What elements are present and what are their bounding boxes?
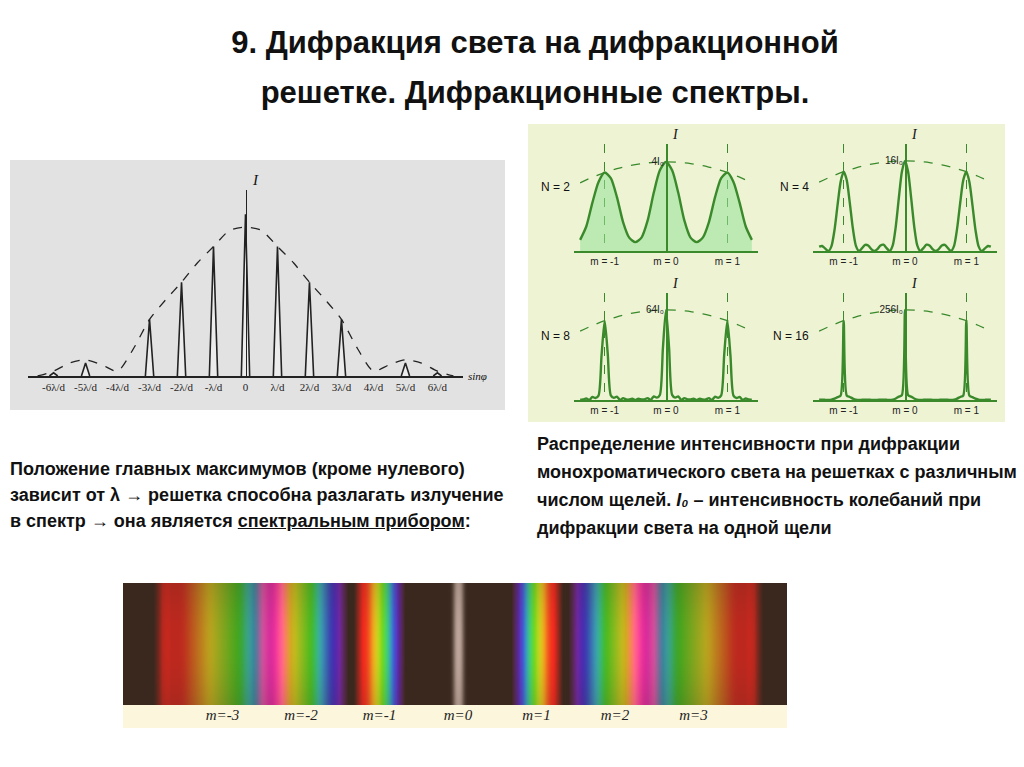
svg-text:-λ/d: -λ/d	[205, 381, 223, 393]
svg-text:N = 4: N = 4	[780, 180, 809, 194]
svg-text:m = -1: m = -1	[829, 256, 858, 267]
html-text:m=-2: m=-2	[284, 707, 318, 723]
svg-text:m = 0: m = 0	[892, 405, 918, 416]
svg-text:4I₀: 4I₀	[652, 156, 665, 167]
svg-text:4λ/d: 4λ/d	[364, 381, 384, 393]
html-text:Распределение интенсивности пр: Распределение интенсивности при дифракци…	[537, 434, 1017, 538]
svg-text:-5λ/d: -5λ/d	[74, 381, 98, 393]
svg-text:m = -1: m = -1	[590, 256, 619, 267]
svg-text:N = 16: N = 16	[773, 329, 809, 343]
svg-text:2λ/d: 2λ/d	[300, 381, 320, 393]
svg-text:5λ/d: 5λ/d	[396, 381, 416, 393]
html-text:решетке. Дифракционные спектры: решетке. Дифракционные спектры.	[260, 75, 810, 110]
svg-text:m = 0: m = 0	[653, 405, 679, 416]
svg-text:m = 1: m = 1	[954, 405, 980, 416]
svg-text:I: I	[672, 276, 679, 291]
svg-text:m = 0: m = 0	[892, 256, 918, 267]
svg-text:m = -1: m = -1	[590, 405, 619, 416]
svg-text:6λ/d: 6λ/d	[428, 381, 448, 393]
html-text:m=1: m=1	[522, 707, 551, 723]
svg-text:N = 8: N = 8	[541, 329, 570, 343]
svg-text:256I₀: 256I₀	[879, 304, 903, 315]
svg-text:16I₀: 16I₀	[885, 155, 903, 166]
svg-text:m = -1: m = -1	[829, 405, 858, 416]
svg-text:I: I	[911, 276, 918, 291]
html-text:m=2: m=2	[600, 707, 630, 723]
svg-text:I: I	[911, 127, 918, 142]
svg-text:m = 0: m = 0	[653, 256, 679, 267]
html-text:m=-1: m=-1	[362, 707, 397, 723]
html-text:Положение главных максимумов (: Положение главных максимумов (кроме нуле…	[10, 459, 504, 531]
svg-text:-4λ/d: -4λ/d	[106, 381, 130, 393]
svg-text:-6λ/d: -6λ/d	[42, 381, 66, 393]
svg-text:λ/d: λ/d	[271, 381, 285, 393]
svg-text:I: I	[252, 172, 259, 188]
html-text:m=3: m=3	[679, 707, 708, 723]
svg-text:m = 1: m = 1	[954, 256, 980, 267]
svg-text:m = 1: m = 1	[715, 256, 741, 267]
html-text:9. Дифракция света на дифракци: 9. Дифракция света на дифракционной	[231, 25, 839, 60]
html-text:m=-3: m=-3	[205, 707, 240, 723]
svg-text:3λ/d: 3λ/d	[332, 381, 352, 393]
svg-text:64I₀: 64I₀	[646, 304, 664, 315]
svg-text:N = 2: N = 2	[541, 180, 570, 194]
svg-text:-3λ/d: -3λ/d	[138, 381, 162, 393]
svg-text:sinφ: sinφ	[468, 370, 487, 382]
svg-text:m = 1: m = 1	[715, 405, 741, 416]
svg-text:-2λ/d: -2λ/d	[170, 381, 194, 393]
svg-text:I: I	[672, 127, 679, 142]
html-text:m=0: m=0	[443, 707, 473, 723]
svg-text:0: 0	[243, 381, 249, 393]
